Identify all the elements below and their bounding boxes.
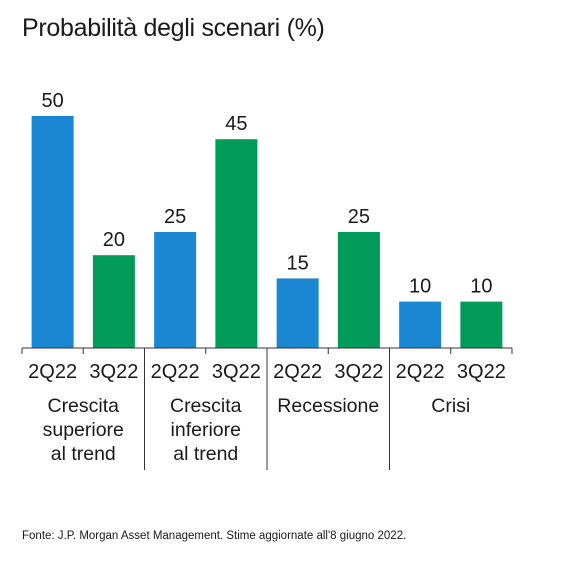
group-label: al trend [51,443,116,465]
data-label: 20 [103,229,125,251]
data-label: 25 [348,206,370,228]
bar [215,139,258,348]
bar [276,278,319,348]
bar [154,232,197,348]
group-label: Crescita [170,395,242,417]
data-label: 45 [225,113,247,135]
x-tick-label: 2Q22 [151,361,200,383]
data-label: 10 [409,276,431,298]
group-label: Recessione [277,395,379,417]
group-label: Crescita [47,395,119,417]
x-tick-label: 3Q22 [334,361,383,383]
axis-layer [21,347,513,470]
bar [92,255,135,348]
data-label: 25 [164,206,186,228]
group-label: inferiore [171,419,241,441]
chart-title: Probabilità degli scenari (%) [22,14,325,42]
x-tick-label: 3Q22 [457,361,506,383]
x-tick-label: 2Q22 [396,361,445,383]
bars-layer [31,116,503,348]
data-label: 50 [42,90,64,112]
x-tick-label: 2Q22 [273,361,322,383]
group-label: Crisi [431,395,470,417]
data-label: 10 [470,276,492,298]
group-label: al trend [173,443,238,465]
data-label: 15 [287,252,309,274]
x-tick-label: 2Q22 [28,361,77,383]
bar [399,301,442,348]
bar [460,301,503,348]
source-note: Fonte: J.P. Morgan Asset Management. Sti… [22,530,407,542]
bar [31,116,74,348]
group-label: superiore [43,419,124,441]
x-tick-label: 3Q22 [89,361,138,383]
x-tick-label: 3Q22 [212,361,261,383]
bar [337,232,380,348]
